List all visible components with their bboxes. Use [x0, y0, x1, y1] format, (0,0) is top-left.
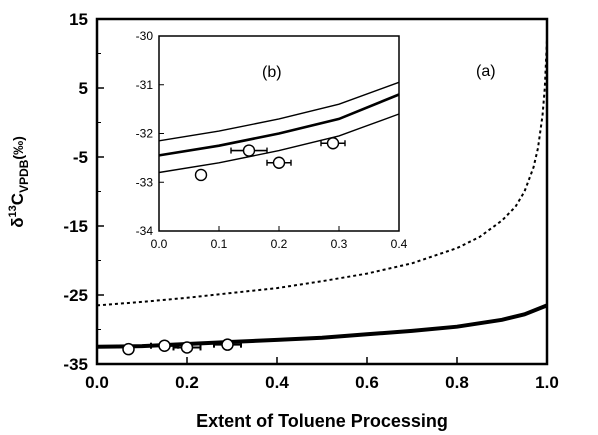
inset-y-tick-label: -30	[136, 29, 154, 43]
panel-label-b: (b)	[262, 64, 282, 81]
main-x-tick-label: 1.0	[535, 373, 559, 392]
main-series-group	[96, 39, 548, 349]
dotted-series-line	[96, 39, 548, 307]
inset-ticks: 0.0 0.1 0.2 0.3 0.4 -34 -33 -32 -31 -30	[136, 29, 408, 251]
inset-points-group	[194, 137, 346, 182]
y-axis-label-delta: δ	[8, 217, 27, 227]
inset-data-point	[242, 144, 256, 157]
main-y-tick-label: -5	[73, 148, 88, 167]
inset-series-line-upper	[158, 81, 400, 142]
main-x-tick-label: 0.8	[445, 373, 469, 392]
y-axis-label-sub: VPDB	[17, 159, 31, 193]
inset-x-tick-label: 0.2	[271, 237, 288, 251]
y-axis-label-sup: 13	[7, 205, 19, 217]
main-data-point	[158, 339, 171, 352]
y-axis-label-unit: (‰)	[10, 136, 26, 159]
inset-series-line-center	[158, 93, 400, 157]
main-data-point	[221, 338, 234, 351]
inset-data-point	[272, 156, 286, 169]
inset-y-tick-label: -33	[136, 175, 154, 189]
main-data-point	[122, 342, 135, 356]
main-x-tick-label: 0.4	[265, 373, 289, 392]
inset-series-line-lower	[158, 113, 400, 174]
thick-series-line	[96, 303, 548, 349]
inset-y-tick-label: -32	[136, 127, 154, 141]
inset-x-tick-label: 0.0	[151, 237, 168, 251]
inset-x-tick-label: 0.4	[391, 237, 408, 251]
y-axis-label: δ13CVPDB(‰)	[7, 136, 31, 228]
inset-x-tick-label: 0.1	[211, 237, 228, 251]
y-axis-label-c: C	[8, 193, 27, 205]
main-ticks: 0.0 0.2 0.4 0.6 0.8 1.0 -35 -25 -15 -5 5 15	[63, 10, 558, 392]
inset-series-group	[158, 81, 400, 174]
main-x-tick-label: 0.6	[355, 373, 379, 392]
inset-y-tick-label: -34	[136, 224, 154, 238]
main-y-tick-label: -25	[63, 286, 88, 305]
main-data-point	[180, 341, 194, 354]
panel-label-a: (a)	[476, 63, 496, 80]
inset-x-tick-label: 0.3	[331, 237, 348, 251]
main-y-tick-label: 15	[69, 10, 88, 29]
main-y-tick-label: -15	[63, 217, 88, 236]
x-axis-label: Extent of Toluene Processing	[196, 411, 448, 431]
inset-data-point	[194, 168, 208, 182]
main-x-tick-label: 0.2	[175, 373, 199, 392]
main-x-tick-label: 0.0	[85, 373, 109, 392]
main-points-group	[122, 338, 242, 356]
main-y-tick-label: 5	[79, 79, 88, 98]
inset-y-tick-label: -31	[136, 78, 154, 92]
inset-data-point	[326, 137, 340, 150]
main-y-tick-label: -35	[63, 355, 88, 374]
